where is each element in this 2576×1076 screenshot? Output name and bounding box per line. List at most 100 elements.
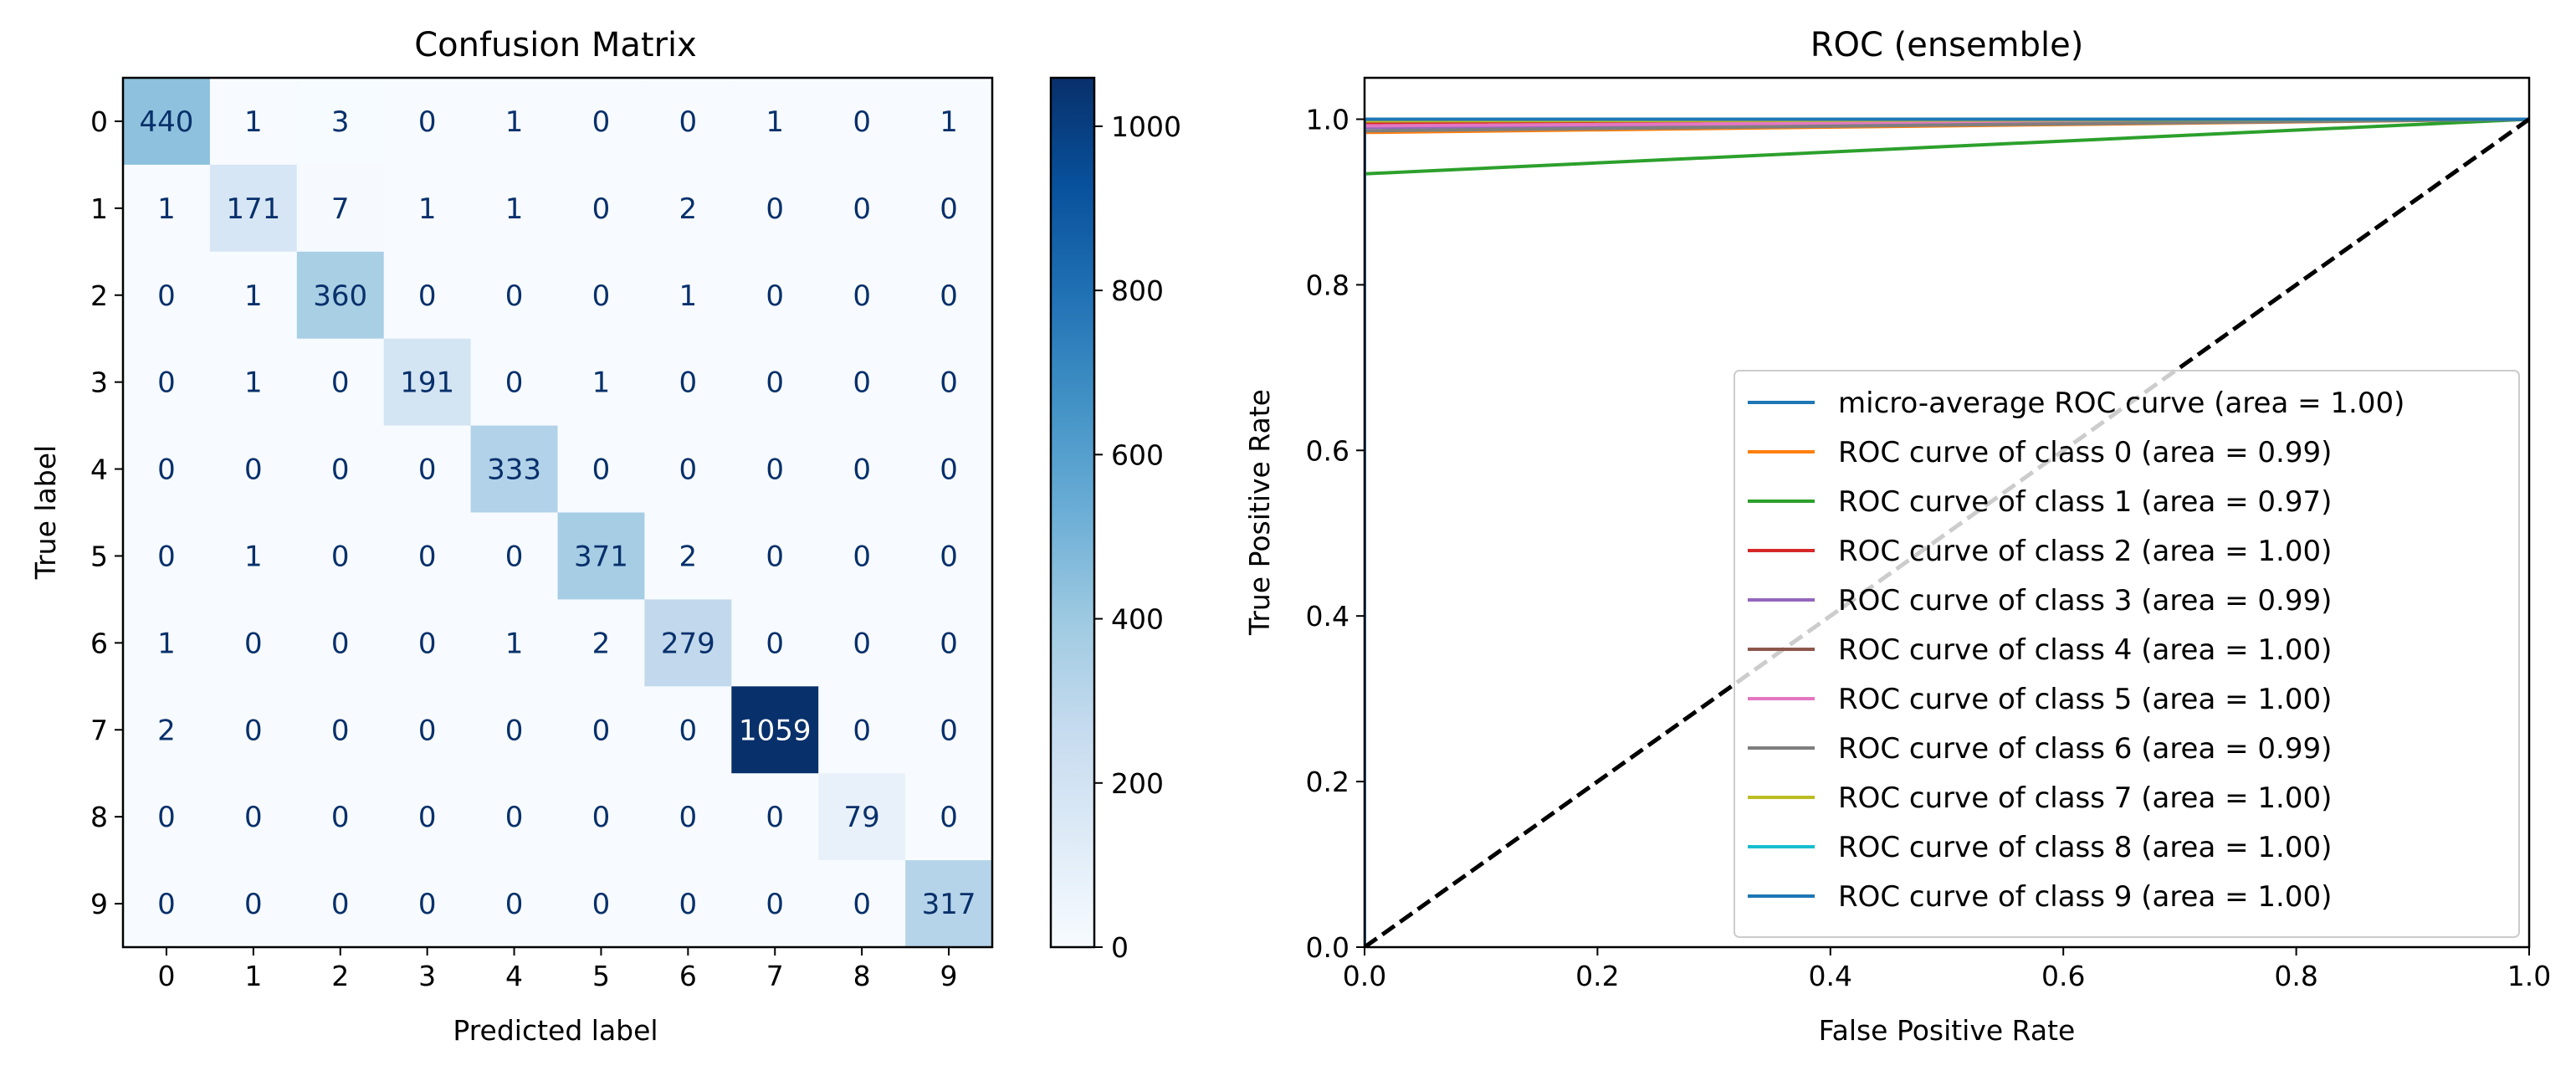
cm-cell-value: 0	[157, 801, 176, 834]
cm-x-tick-label: 4	[505, 960, 523, 992]
cm-cell	[123, 164, 211, 253]
cm-cell-value: 0	[679, 453, 698, 487]
cm-cell	[731, 164, 819, 253]
cm-cell	[818, 860, 906, 948]
cm-cell-value: 0	[940, 801, 958, 834]
cm-cell	[644, 251, 732, 340]
cm-cell	[209, 425, 298, 513]
roc-curve	[1365, 117, 2529, 947]
colorbar: 0 200 400 600 800 1000	[1049, 76, 1181, 964]
cm-cell-value: 0	[940, 714, 958, 747]
cm-cell	[470, 860, 558, 948]
cm-cell-value: 0	[766, 453, 784, 487]
cm-cell	[209, 164, 298, 253]
cm-y-tick-label: 5	[90, 540, 108, 572]
cm-cell-value: 0	[418, 279, 437, 313]
cm-cell-value: 0	[679, 714, 698, 747]
cm-cell-value: 7	[331, 192, 350, 226]
roc-x-tick-label: 0.8	[2274, 960, 2317, 992]
cm-cell	[731, 860, 819, 948]
cm-cell-value: 0	[679, 366, 698, 400]
cm-cell-value: 1	[505, 192, 524, 226]
cm-cell	[209, 338, 298, 427]
cm-cell-value: 0	[592, 453, 611, 487]
cm-cell-value: 1	[244, 105, 263, 139]
cm-cell	[123, 78, 211, 166]
cm-cell	[383, 425, 472, 513]
cm-cell	[905, 251, 993, 340]
colorbar-tick-label: 200	[1111, 767, 1164, 800]
cm-cell-value: 0	[331, 453, 350, 487]
cm-cell	[470, 251, 558, 340]
cm-x-tick-label: 8	[853, 960, 871, 992]
cm-cell	[905, 860, 993, 948]
cm-cell-value: 0	[853, 627, 871, 660]
cm-cell	[296, 164, 385, 253]
cm-cell	[123, 251, 211, 340]
cm-cell	[470, 78, 558, 166]
cm-cell-value: 0	[418, 453, 437, 487]
cm-cell	[818, 78, 906, 166]
cm-cell	[644, 686, 732, 774]
cm-cell-value: 0	[157, 888, 176, 921]
cm-cell	[557, 338, 645, 427]
cm-cell-value: 0	[244, 453, 263, 487]
cm-cell-value: 0	[244, 888, 263, 921]
cm-cell-value: 0	[157, 366, 176, 400]
cm-cell	[644, 512, 732, 600]
cm-cell-value: 0	[418, 888, 437, 921]
cm-cell	[123, 686, 211, 774]
cm-cell-value: 0	[853, 714, 871, 747]
cm-cell-value: 0	[592, 888, 611, 921]
cm-cell-value: 0	[766, 627, 784, 660]
cm-cell	[905, 338, 993, 427]
cm-cell-value: 0	[853, 888, 871, 921]
cm-cell	[470, 773, 558, 861]
cm-cell	[383, 338, 472, 427]
roc-legend: micro-average ROC curve (area = 1.00) ROC…	[1734, 370, 2520, 938]
cm-cell	[123, 338, 211, 427]
cm-cell	[296, 773, 385, 861]
cm-cell	[123, 425, 211, 513]
cm-cell	[731, 425, 819, 513]
cm-cell-value: 0	[940, 366, 958, 400]
cm-cell-value: 0	[679, 801, 698, 834]
roc-y-tick-label: 1.0	[1306, 103, 1349, 136]
colorbar-tick-label: 1000	[1111, 110, 1181, 143]
cm-cell	[644, 78, 732, 166]
cm-cell	[905, 512, 993, 600]
cm-cell-value: 191	[400, 366, 454, 400]
cm-cell	[296, 599, 385, 687]
cm-cell	[557, 773, 645, 861]
cm-cell-labels: 440 1 3 0 1 0 0 1 0 11 171 7 1 1 0 2 0 0 00 1 360 0 0 0 1 0 0 00 1 0 1…	[139, 105, 976, 921]
cm-axes-frame	[121, 76, 994, 949]
roc-x-tick-label: 0.4	[1809, 960, 1852, 992]
legend-entry: ROC curve of class 6 (area = 0.99)	[1838, 732, 2332, 766]
cm-cell-value: 0	[418, 801, 437, 834]
legend-entry: ROC curve of class 2 (area = 1.00)	[1838, 535, 2332, 568]
cm-x-tick-label: 3	[418, 960, 436, 992]
cm-cell-value: 0	[766, 192, 784, 226]
cm-cell-value: 0	[505, 540, 524, 573]
cm-cell-value: 0	[418, 627, 437, 660]
cm-cell-value: 0	[505, 714, 524, 747]
cm-cell-value: 0	[940, 279, 958, 313]
cm-cell-value: 0	[592, 192, 611, 226]
cm-y-tick-label: 4	[90, 453, 108, 486]
cm-cell	[905, 773, 993, 861]
cm-cell	[905, 599, 993, 687]
cm-cell-value: 0	[157, 279, 176, 313]
cm-cell	[644, 599, 732, 687]
cm-cell	[818, 773, 906, 861]
cm-cell	[905, 686, 993, 774]
legend-entry: ROC curve of class 8 (area = 1.00)	[1838, 831, 2332, 864]
cm-cell-value: 0	[157, 453, 176, 487]
roc-y-tick-label: 0.2	[1306, 766, 1349, 798]
cm-cell-value: 0	[244, 714, 263, 747]
cm-cell	[557, 599, 645, 687]
legend-entry: micro-average ROC curve (area = 1.00)	[1838, 387, 2404, 420]
cm-cell	[470, 425, 558, 513]
cm-cell	[818, 251, 906, 340]
cm-y-tick-label: 6	[90, 627, 108, 659]
cm-cell	[818, 512, 906, 600]
